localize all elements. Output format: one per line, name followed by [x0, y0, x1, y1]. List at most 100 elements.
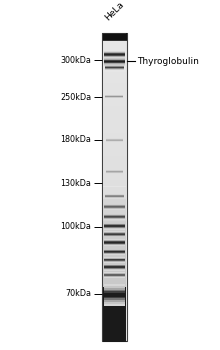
Bar — [104, 225, 125, 226]
Bar — [104, 58, 125, 59]
Bar — [104, 253, 125, 254]
Bar — [104, 216, 125, 217]
Bar — [102, 33, 126, 40]
Bar — [104, 233, 125, 235]
Bar — [105, 69, 124, 70]
Bar — [103, 183, 126, 188]
Bar — [103, 164, 126, 169]
Bar — [104, 275, 125, 276]
Bar — [104, 275, 125, 276]
Bar — [104, 227, 125, 228]
Bar — [103, 110, 126, 115]
Bar — [104, 231, 125, 232]
Bar — [104, 264, 125, 265]
Bar — [104, 219, 125, 220]
Bar — [103, 56, 126, 61]
Text: 100kDa: 100kDa — [61, 222, 91, 231]
Bar — [104, 241, 125, 242]
Bar — [104, 266, 125, 267]
Bar — [104, 60, 125, 61]
Bar — [103, 276, 126, 280]
Bar — [104, 260, 125, 261]
Bar — [106, 141, 123, 142]
Bar — [103, 130, 126, 134]
Bar — [103, 291, 126, 296]
Bar — [106, 170, 123, 171]
Bar — [104, 223, 125, 224]
Bar — [103, 203, 126, 207]
Bar — [104, 62, 125, 63]
Bar — [103, 87, 126, 92]
Bar — [103, 268, 126, 273]
Bar — [104, 277, 125, 278]
Bar — [104, 274, 125, 275]
Bar — [103, 91, 126, 96]
Bar — [103, 253, 126, 257]
Bar — [104, 249, 125, 250]
Bar — [103, 199, 126, 220]
Bar — [104, 298, 125, 300]
Bar — [103, 64, 126, 69]
Bar — [104, 57, 125, 58]
Bar — [104, 259, 125, 260]
Bar — [104, 251, 125, 252]
Bar — [104, 258, 125, 259]
Text: 250kDa: 250kDa — [60, 93, 91, 102]
Bar — [105, 66, 124, 67]
Bar — [104, 254, 125, 255]
Bar — [105, 68, 124, 69]
Bar — [103, 79, 126, 84]
Bar — [103, 218, 126, 223]
Bar — [104, 224, 125, 225]
Bar — [103, 172, 126, 176]
Bar — [103, 37, 126, 42]
Bar — [104, 63, 125, 64]
Bar — [104, 266, 125, 267]
Bar — [103, 314, 126, 319]
Bar — [103, 241, 126, 246]
Bar — [103, 168, 126, 173]
Bar — [104, 224, 125, 225]
Bar — [106, 170, 123, 171]
Bar — [104, 303, 125, 306]
Bar — [105, 194, 124, 195]
Bar — [106, 173, 123, 174]
Bar — [103, 52, 126, 57]
Bar — [104, 228, 125, 229]
Bar — [105, 95, 123, 96]
Bar — [103, 103, 126, 107]
Bar — [104, 65, 125, 66]
Bar — [103, 114, 126, 119]
Bar — [104, 268, 125, 269]
Bar — [103, 41, 126, 46]
Bar — [105, 198, 124, 199]
Text: 130kDa: 130kDa — [61, 179, 91, 188]
Bar — [104, 273, 125, 274]
Bar — [103, 214, 126, 219]
Bar — [104, 59, 125, 60]
Bar — [103, 76, 126, 80]
Bar — [104, 226, 125, 228]
Bar — [105, 69, 124, 70]
Bar — [106, 172, 123, 173]
Bar — [104, 232, 125, 233]
Bar — [103, 160, 126, 165]
Bar — [104, 297, 125, 299]
Bar — [106, 140, 123, 141]
Bar — [103, 187, 126, 192]
Bar — [103, 233, 126, 238]
Bar — [103, 322, 126, 327]
Bar — [103, 299, 126, 303]
Bar — [104, 235, 125, 236]
Bar — [105, 197, 124, 198]
Bar — [104, 262, 125, 263]
Bar — [105, 68, 124, 69]
Bar — [103, 99, 126, 103]
Bar — [103, 330, 126, 334]
Bar — [103, 49, 126, 53]
Bar — [104, 290, 125, 292]
Bar — [104, 232, 125, 233]
Bar — [103, 337, 126, 342]
Bar — [105, 96, 123, 97]
Bar — [105, 65, 124, 66]
